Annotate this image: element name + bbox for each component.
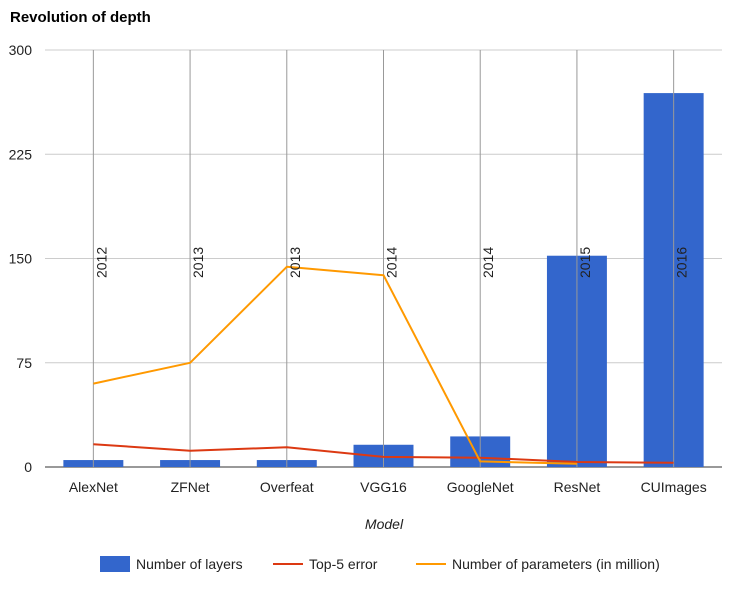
annotation-label: 2014 bbox=[384, 247, 400, 278]
line-number-of-parameters-in-million bbox=[93, 265, 577, 465]
y-tick-label: 75 bbox=[16, 355, 32, 371]
y-tick-label: 225 bbox=[9, 146, 33, 162]
x-axis-title: Model bbox=[365, 516, 404, 532]
annotation-label: 2013 bbox=[287, 247, 303, 278]
y-tick-label: 150 bbox=[9, 251, 33, 267]
chart-title: Revolution of depth bbox=[10, 9, 151, 26]
x-tick-label: AlexNet bbox=[69, 479, 118, 495]
annotation-label: 2014 bbox=[480, 247, 496, 278]
annotation-label: 2015 bbox=[577, 247, 593, 278]
line-series bbox=[93, 265, 674, 465]
y-tick-label: 300 bbox=[9, 42, 33, 58]
x-tick-label: Overfeat bbox=[260, 479, 314, 495]
annotation-label: 2012 bbox=[93, 247, 109, 278]
annotation-label: 2016 bbox=[674, 247, 690, 278]
legend-label: Number of layers bbox=[136, 556, 243, 572]
annotation-labels: 2012 2013 2013 2014 2014 2015 2016 bbox=[93, 247, 689, 278]
legend-swatch bbox=[100, 556, 130, 572]
x-tick-label: CUImages bbox=[641, 479, 707, 495]
annotation-lines bbox=[92, 50, 675, 467]
legend-label: Top-5 error bbox=[309, 556, 378, 572]
legend: Number of layers Top-5 error Number of par… bbox=[100, 556, 660, 572]
x-axis: AlexNet ZFNet Overfeat VGG16 GoogleNet ResNet… bbox=[69, 479, 707, 495]
x-tick-label: ResNet bbox=[554, 479, 601, 495]
x-tick-label: ZFNet bbox=[171, 479, 210, 495]
y-axis: 0 75 150 225 300 bbox=[9, 42, 33, 475]
x-tick-label: GoogleNet bbox=[447, 479, 514, 495]
x-tick-label: VGG16 bbox=[360, 479, 407, 495]
legend-label: Number of parameters (in million) bbox=[452, 556, 660, 572]
y-tick-label: 0 bbox=[24, 459, 32, 475]
line-top-5-error bbox=[93, 443, 674, 464]
annotation-label: 2013 bbox=[190, 247, 206, 278]
